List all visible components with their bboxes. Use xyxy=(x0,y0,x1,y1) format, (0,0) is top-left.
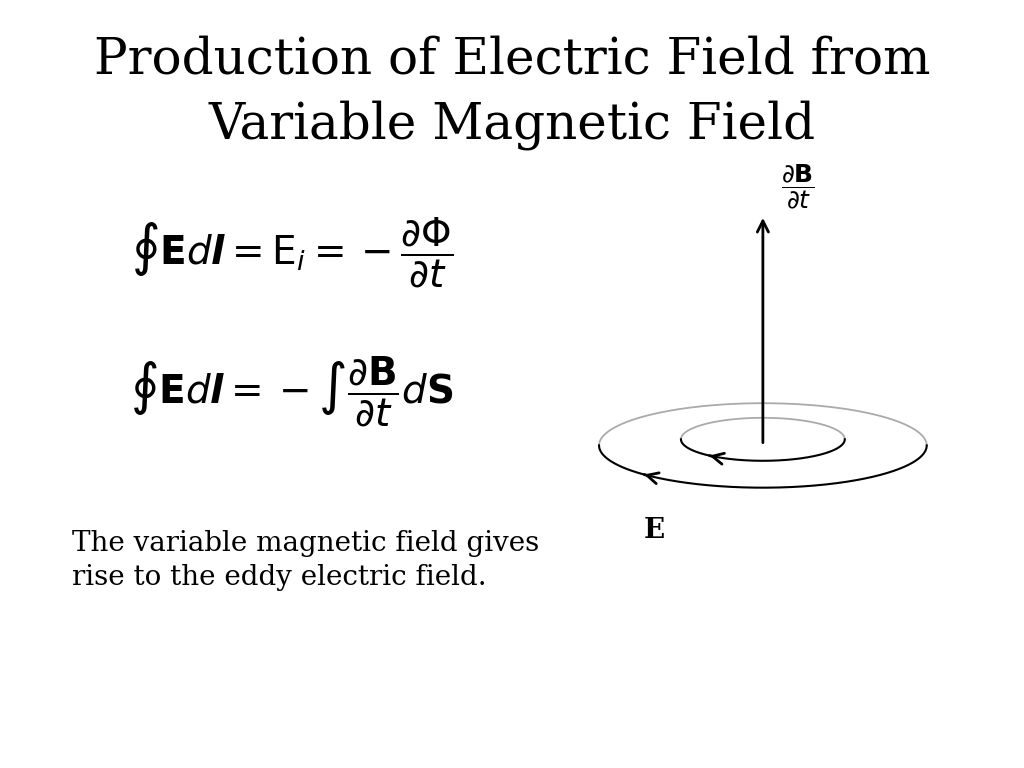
Text: E: E xyxy=(644,517,665,544)
Text: $\dfrac{\partial\mathbf{B}}{\partial t}$: $\dfrac{\partial\mathbf{B}}{\partial t}$ xyxy=(781,162,815,211)
Text: rise to the eddy electric field.: rise to the eddy electric field. xyxy=(72,564,486,591)
Text: Production of Electric Field from: Production of Electric Field from xyxy=(94,35,930,84)
Text: $\oint \mathbf{E}d\boldsymbol{l} = -\int\dfrac{\partial\mathbf{B}}{\partial t}d\: $\oint \mathbf{E}d\boldsymbol{l} = -\int… xyxy=(130,355,454,429)
Text: The variable magnetic field gives: The variable magnetic field gives xyxy=(72,530,539,557)
Text: Variable Magnetic Field: Variable Magnetic Field xyxy=(209,100,815,150)
Text: $\oint \mathbf{E}d\boldsymbol{l} = \mathrm{E}_{i} = -\dfrac{\partial\Phi}{\parti: $\oint \mathbf{E}d\boldsymbol{l} = \math… xyxy=(130,217,454,290)
